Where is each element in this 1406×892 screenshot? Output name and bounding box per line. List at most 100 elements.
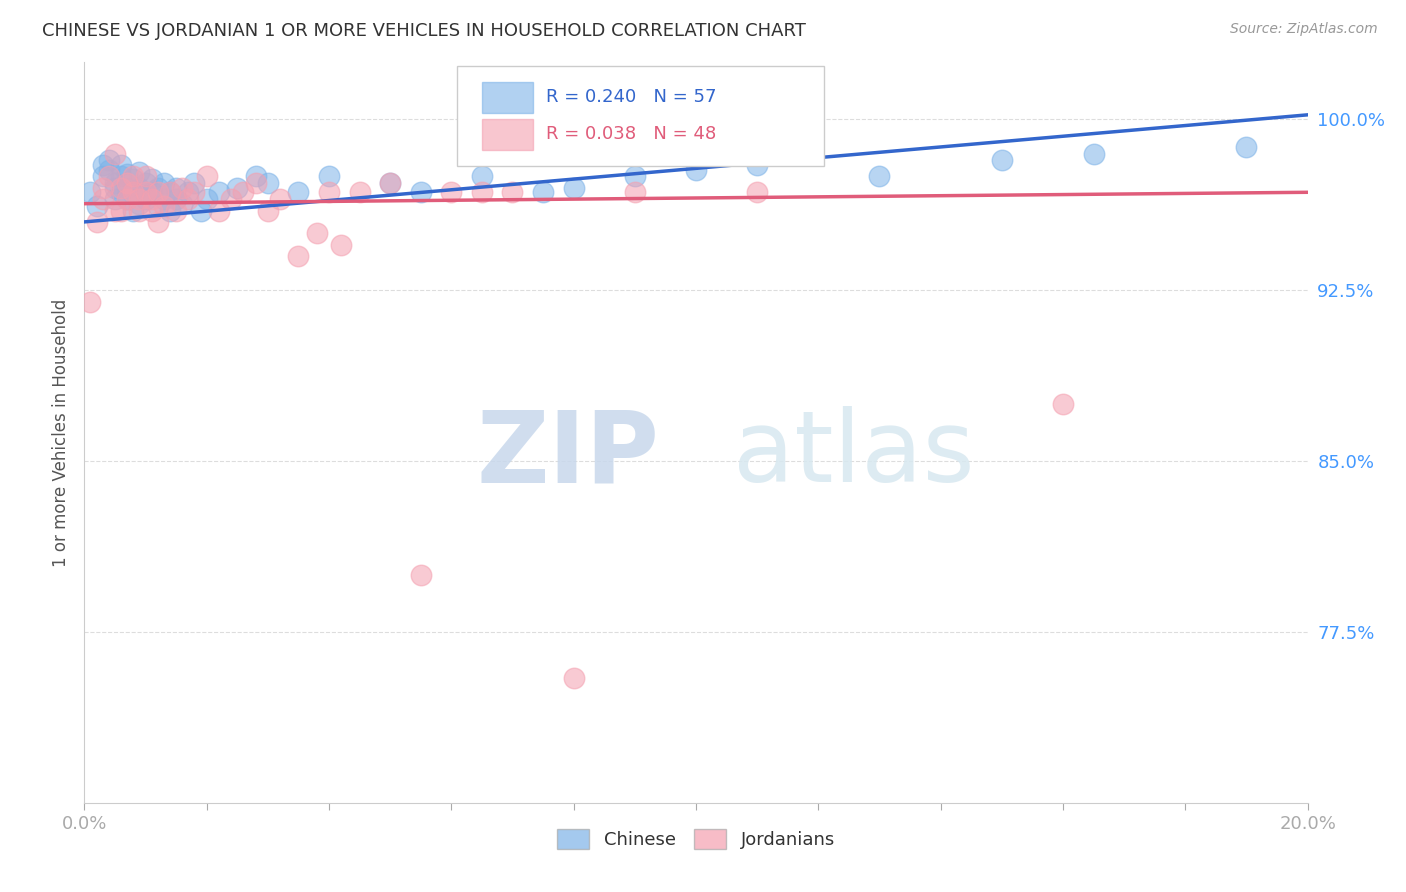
Point xyxy=(219,192,242,206)
Point xyxy=(153,192,176,206)
Point xyxy=(141,192,163,206)
Point xyxy=(79,186,101,200)
Point xyxy=(208,186,231,200)
FancyBboxPatch shape xyxy=(482,82,533,112)
Point xyxy=(79,294,101,309)
Point xyxy=(141,171,163,186)
Point xyxy=(471,169,494,184)
Point xyxy=(318,169,340,184)
Point xyxy=(1052,397,1074,411)
Point xyxy=(86,215,108,229)
Point xyxy=(115,176,138,190)
Point xyxy=(104,180,127,194)
Point xyxy=(115,192,138,206)
Point xyxy=(104,146,127,161)
Point xyxy=(104,203,127,218)
Point xyxy=(110,169,132,184)
Text: Source: ZipAtlas.com: Source: ZipAtlas.com xyxy=(1230,22,1378,37)
FancyBboxPatch shape xyxy=(457,66,824,166)
Point xyxy=(287,186,309,200)
Point xyxy=(122,171,145,186)
Point xyxy=(624,186,647,200)
Point xyxy=(110,203,132,218)
Point xyxy=(624,169,647,184)
Point xyxy=(305,227,328,241)
Point xyxy=(747,186,769,200)
Point xyxy=(122,186,145,200)
Point xyxy=(183,176,205,190)
Point xyxy=(122,169,145,184)
Point xyxy=(128,192,150,206)
Point xyxy=(318,186,340,200)
Point xyxy=(172,196,194,211)
Y-axis label: 1 or more Vehicles in Household: 1 or more Vehicles in Household xyxy=(52,299,70,566)
Point xyxy=(135,192,157,206)
Point xyxy=(91,169,114,184)
Point xyxy=(502,186,524,200)
Point xyxy=(146,215,169,229)
Point xyxy=(146,180,169,194)
Point xyxy=(177,186,200,200)
Point xyxy=(177,192,200,206)
Point xyxy=(269,192,291,206)
Point xyxy=(183,186,205,200)
Point xyxy=(208,203,231,218)
Point xyxy=(128,180,150,194)
Point xyxy=(172,180,194,194)
Point xyxy=(380,176,402,190)
Point xyxy=(115,192,138,206)
Text: ZIP: ZIP xyxy=(477,407,659,503)
Point xyxy=(991,153,1014,168)
Point xyxy=(195,192,218,206)
Point xyxy=(91,192,114,206)
Point xyxy=(869,169,891,184)
Point xyxy=(153,199,176,213)
Point xyxy=(409,186,432,200)
Point xyxy=(146,199,169,213)
Point xyxy=(562,671,585,685)
Point xyxy=(128,196,150,211)
Point xyxy=(226,180,249,194)
Point xyxy=(409,568,432,582)
Point xyxy=(122,203,145,218)
Point xyxy=(128,203,150,218)
Point xyxy=(380,176,402,190)
Point xyxy=(135,169,157,184)
Point xyxy=(159,203,181,218)
Point xyxy=(146,186,169,200)
Point xyxy=(257,203,280,218)
Point xyxy=(104,176,127,190)
Point xyxy=(135,187,157,202)
Point xyxy=(128,165,150,179)
Point xyxy=(91,158,114,172)
Legend: Chinese, Jordanians: Chinese, Jordanians xyxy=(550,822,842,856)
Point xyxy=(159,186,181,200)
Point xyxy=(97,162,120,177)
Point xyxy=(330,237,353,252)
Point xyxy=(232,186,254,200)
Point xyxy=(195,169,218,184)
Point xyxy=(245,169,267,184)
Point xyxy=(97,153,120,168)
Point xyxy=(135,186,157,200)
Point xyxy=(159,186,181,200)
Point xyxy=(165,192,187,206)
FancyBboxPatch shape xyxy=(482,119,533,150)
Point xyxy=(562,180,585,194)
Point xyxy=(685,162,707,177)
Point xyxy=(115,167,138,181)
Point xyxy=(287,249,309,263)
Point xyxy=(257,176,280,190)
Point xyxy=(531,186,554,200)
Point xyxy=(135,176,157,190)
Point xyxy=(104,192,127,206)
Point xyxy=(153,176,176,190)
Point xyxy=(110,186,132,200)
Point xyxy=(245,176,267,190)
Point xyxy=(141,186,163,200)
Text: R = 0.240   N = 57: R = 0.240 N = 57 xyxy=(546,88,716,106)
Point xyxy=(141,203,163,218)
Point xyxy=(747,158,769,172)
Point xyxy=(471,186,494,200)
Point xyxy=(110,180,132,194)
